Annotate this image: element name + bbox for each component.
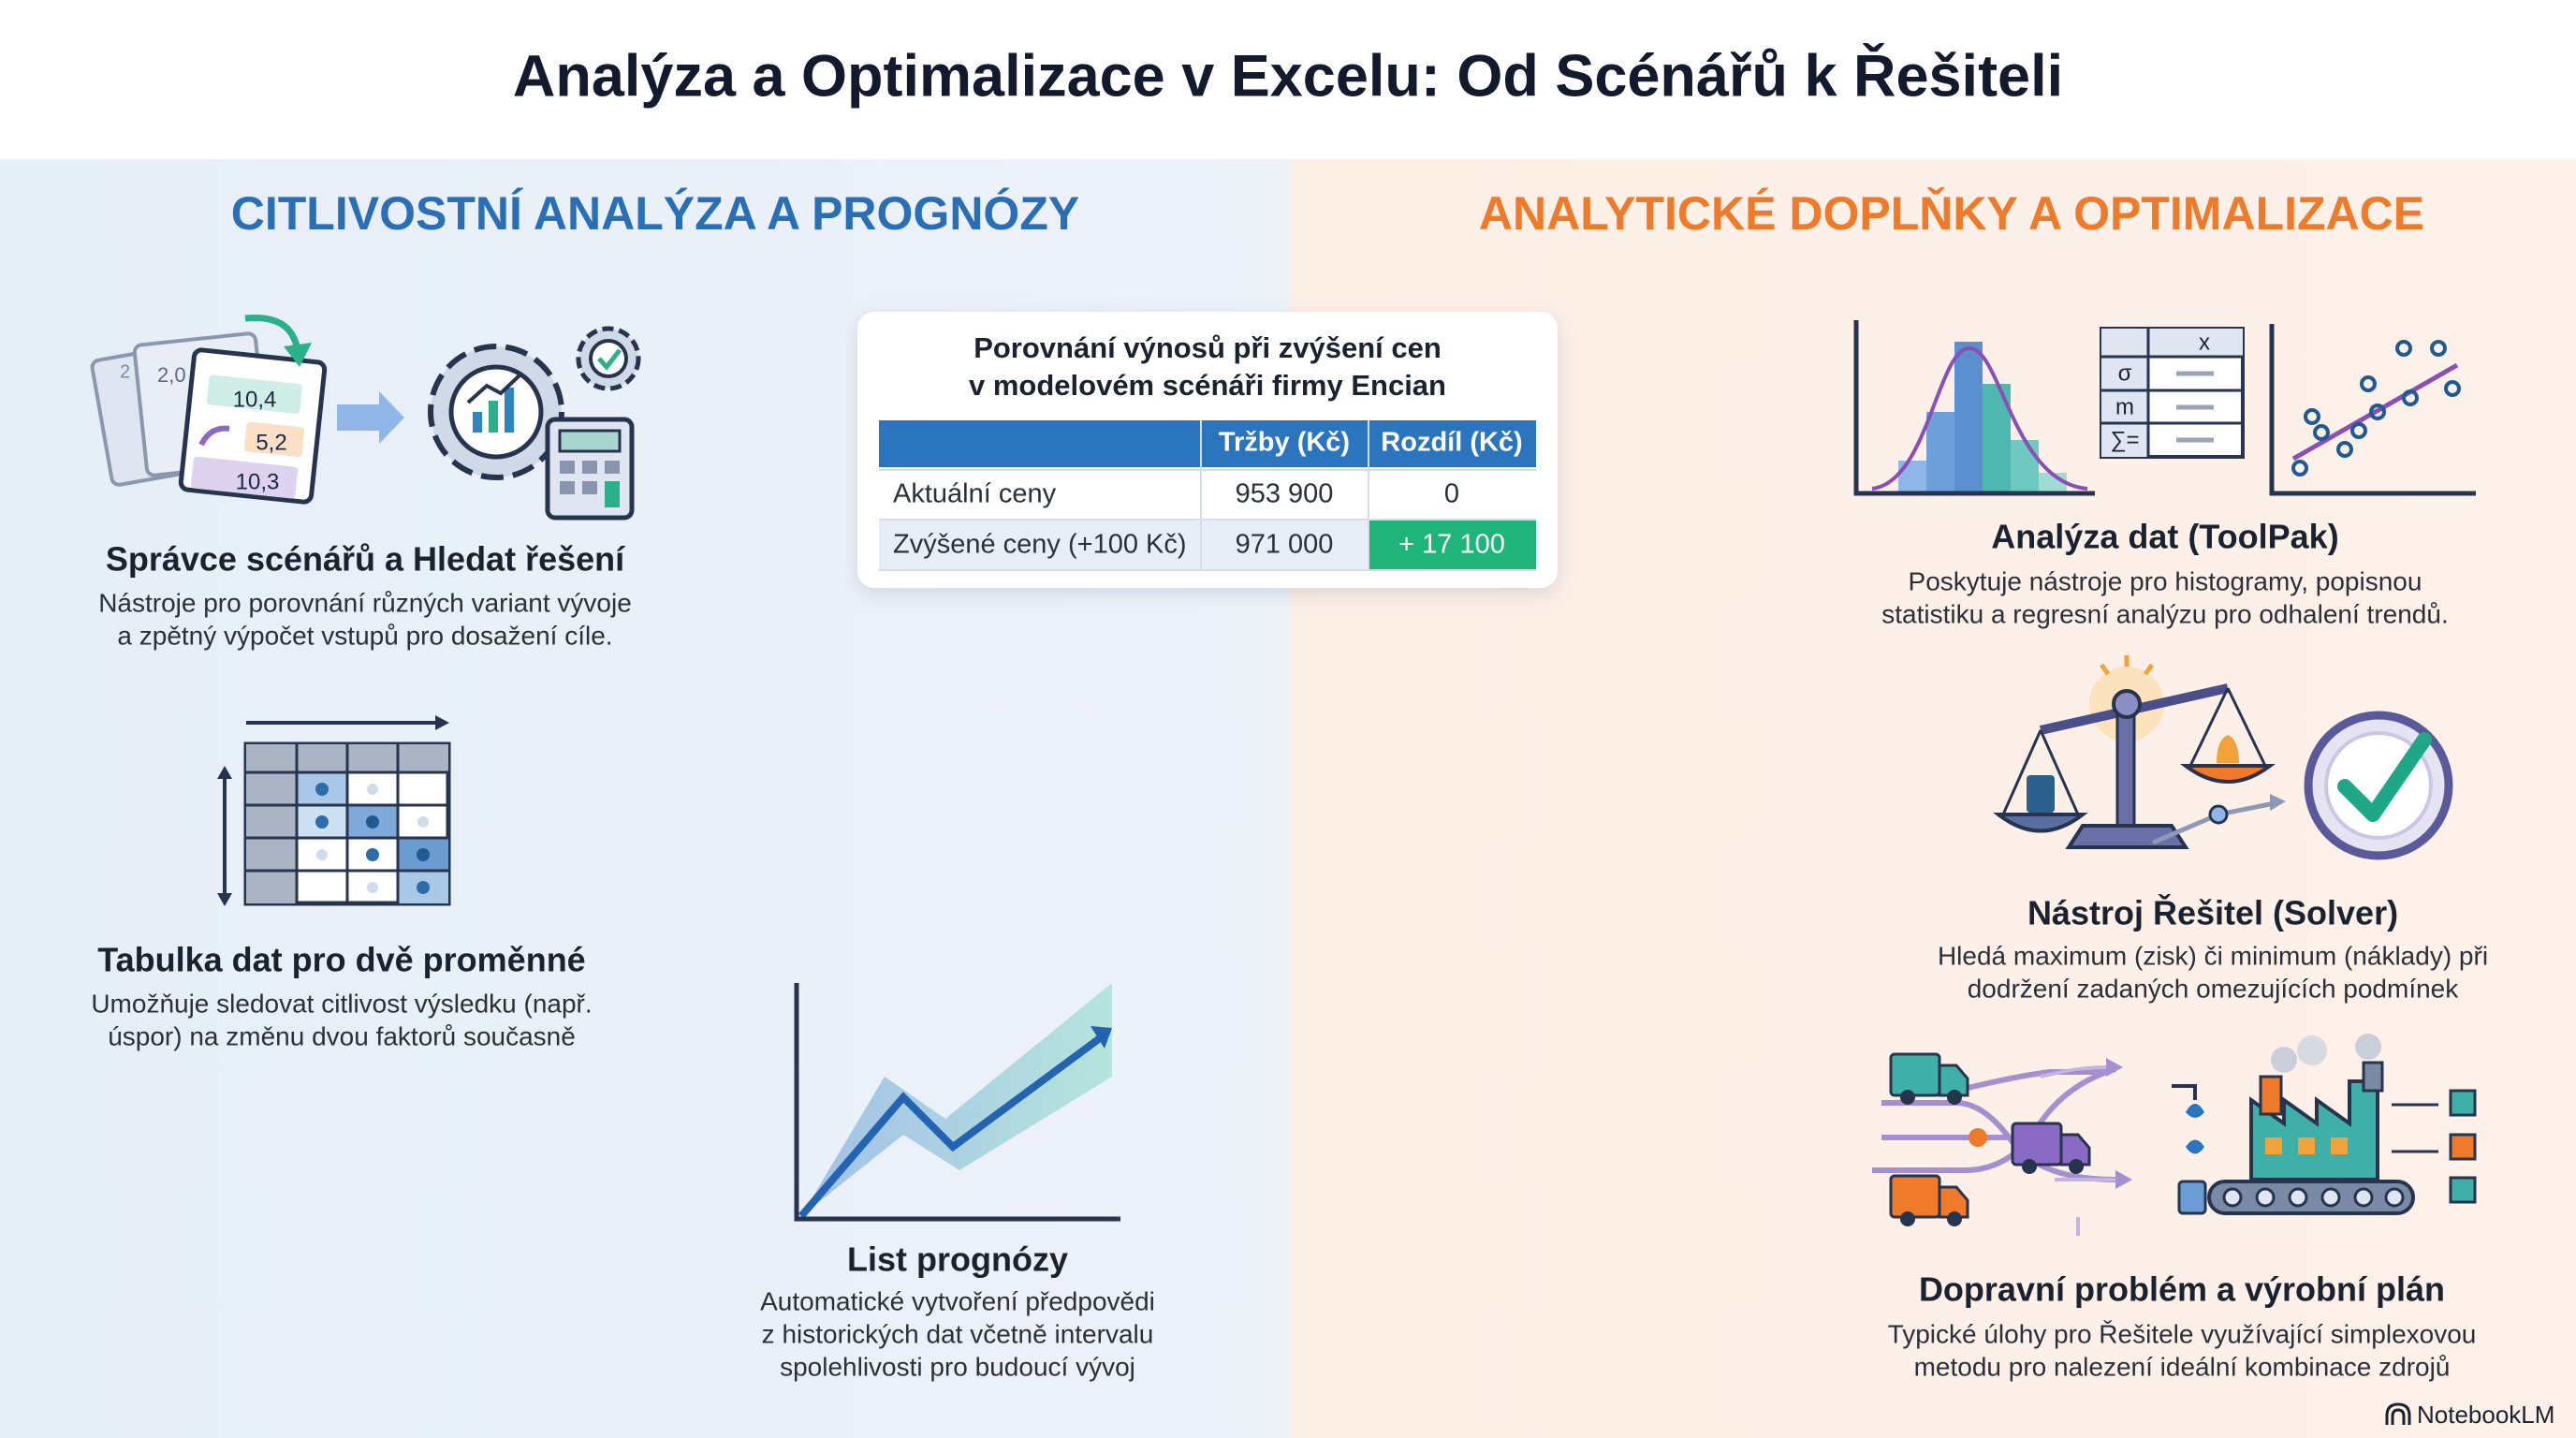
- section-heading: CITLIVOSTNÍ ANALÝZA A PROGNÓZY: [231, 187, 1079, 240]
- icon-label: σ: [2118, 360, 2132, 386]
- icon-label: ∑=: [2110, 427, 2139, 452]
- column-header: Rozdíl (Kč): [1381, 428, 1522, 458]
- data-table-icon: [217, 715, 451, 906]
- item-title: Nástroj Řešitel (Solver): [2027, 893, 2398, 932]
- item-description: Nástroje pro porovnání různých variant v…: [98, 588, 632, 617]
- icon-label: 10,3: [236, 469, 280, 494]
- item-description: a zpětný výpočet vstupů pro dosažení cíl…: [117, 621, 612, 650]
- item-title: Dopravní problém a výrobní plán: [1919, 1270, 2445, 1309]
- forecast-icon: [794, 983, 1120, 1222]
- item-description: statistiku a regresní analýzu pro odhale…: [1881, 599, 2448, 628]
- table-title: v modelovém scénáři firmy Encian: [969, 369, 1446, 402]
- header-bg: [0, 0, 2576, 159]
- table-title: Porovnání výnosů při zvýšení cen: [973, 331, 1442, 364]
- transport-icon: [1872, 1034, 2477, 1236]
- item-description: spolehlivosti pro budoucí vývoj: [780, 1352, 1135, 1381]
- toolpak-icon: x σ m ∑=: [1853, 320, 2476, 496]
- item-title: Analýza dat (ToolPak): [1991, 518, 2338, 556]
- item-description: z historických dat včetně intervalu: [762, 1319, 1154, 1348]
- icon-label: m: [2115, 394, 2134, 419]
- item-description: Hledá maximum (zisk) či minimum (náklady…: [1938, 941, 2488, 970]
- table-cell: 953 900: [1236, 479, 1334, 509]
- icon-label: 5,2: [256, 430, 286, 455]
- table-cell: 971 000: [1236, 530, 1334, 560]
- solver-icon: [1993, 655, 2453, 860]
- brand-name: NotebookLM: [2417, 1401, 2554, 1429]
- item-title: List prognózy: [847, 1240, 1068, 1279]
- icon-label: 2: [120, 361, 130, 382]
- item-description: metodu pro nalezení ideální kombinace zd…: [1914, 1352, 2451, 1381]
- table-cell: + 17 100: [1398, 530, 1505, 560]
- comparison-table: Porovnání výnosů při zvýšení cen v model…: [857, 312, 1558, 588]
- column-header: Tržby (Kč): [1219, 428, 1350, 458]
- brand: NotebookLM: [2385, 1401, 2554, 1429]
- item-description: Umožňuje sledovat citlivost výsledku (na…: [91, 989, 592, 1018]
- page-title: Analýza a Optimalizace v Excelu: Od Scén…: [513, 43, 2063, 110]
- item-description: Automatické vytvoření předpovědi: [760, 1286, 1155, 1315]
- icon-label: 10,4: [233, 387, 277, 412]
- icon-label: 2,0: [157, 363, 186, 387]
- icon-label: x: [2199, 330, 2210, 355]
- section-heading: ANALYTICKÉ DOPLŇKY A OPTIMALIZACE: [1479, 187, 2424, 240]
- row-label: Aktuální ceny: [893, 479, 1057, 509]
- item-description: Typické úlohy pro Řešitele využívající s…: [1888, 1319, 2477, 1348]
- item-description: úspor) na změnu dvou faktorů současně: [108, 1021, 576, 1050]
- item-description: dodržení zadaných omezujících podmínek: [1968, 974, 2460, 1003]
- item-title: Správce scénářů a Hledat řešení: [106, 540, 625, 579]
- item-description: Poskytuje nástroje pro histogramy, popis…: [1909, 566, 2422, 595]
- item-title: Tabulka dat pro dvě proměnné: [97, 941, 585, 979]
- row-label: Zvýšené ceny (+100 Kč): [893, 530, 1187, 560]
- scenario-icon: 2 2,0 10,4 5,2 10,3: [90, 314, 641, 521]
- table-cell: 0: [1444, 479, 1459, 509]
